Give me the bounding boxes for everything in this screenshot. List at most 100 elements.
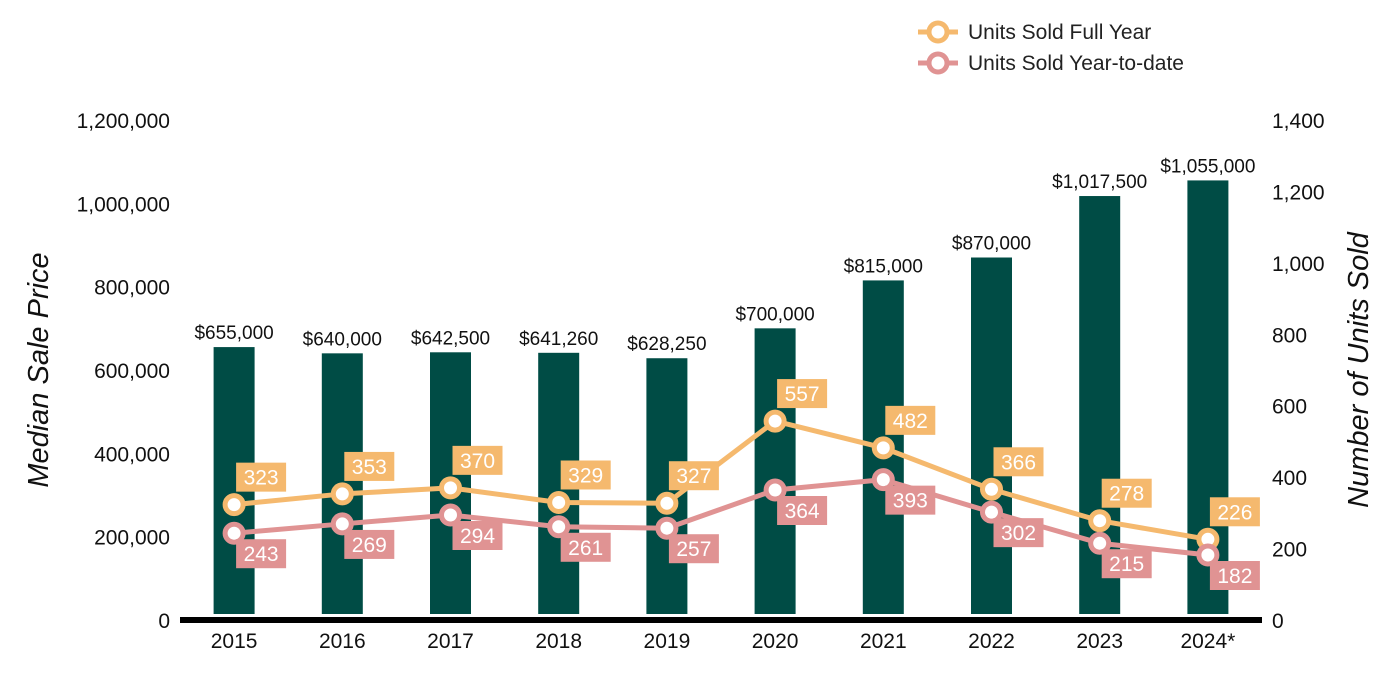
point-value-label: 366 — [1001, 451, 1036, 474]
right-axis: 0 200 400 600 800 1,000 1,200 1,400 — [1272, 110, 1325, 633]
left-tick-label: 400,000 — [94, 443, 170, 466]
x-tick-label: 2018 — [535, 630, 582, 653]
series-point — [330, 512, 354, 536]
bar-value-label: $870,000 — [952, 234, 1031, 255]
point-label-box — [1101, 549, 1152, 579]
series-point — [655, 516, 679, 540]
point-label-box — [1209, 561, 1260, 590]
point-label-box — [993, 518, 1044, 548]
point-value-label: 261 — [568, 537, 603, 560]
point-value-label: 294 — [460, 525, 495, 548]
x-tick-label: 2023 — [1076, 630, 1123, 653]
bar — [971, 257, 1012, 614]
bar-value-label: $640,000 — [303, 329, 382, 350]
point-value-label: 215 — [1109, 553, 1144, 576]
x-tick-label: 2024* — [1180, 630, 1235, 653]
series-point — [439, 503, 462, 527]
point-label-box — [236, 462, 287, 492]
x-tick-label: 2022 — [968, 630, 1015, 653]
bar-value-label: $628,250 — [627, 334, 706, 355]
right-tick-label: 0 — [1272, 610, 1284, 633]
point-label-box — [1101, 478, 1152, 508]
point-label-box — [668, 461, 719, 491]
x-tick-label: 2019 — [644, 630, 691, 653]
point-value-label: 269 — [352, 534, 387, 557]
point-value-label: 257 — [676, 538, 711, 561]
bar-value-label: $1,017,500 — [1052, 172, 1147, 193]
right-tick-label: 1,000 — [1272, 253, 1325, 276]
point-label-box — [668, 534, 719, 564]
series-point — [871, 468, 895, 492]
left-tick-label: 800,000 — [94, 277, 170, 300]
legend-swatch-marker — [926, 20, 950, 44]
series-point — [330, 482, 354, 506]
point-value-label: 364 — [785, 500, 820, 523]
series-point — [980, 500, 1003, 524]
series-point — [763, 478, 787, 502]
series-point — [763, 409, 787, 433]
point-value-label: 370 — [460, 450, 495, 473]
point-label-box — [777, 496, 828, 525]
bar — [754, 328, 796, 614]
series-point — [1088, 531, 1112, 555]
right-tick-label: 600 — [1272, 396, 1307, 419]
series-point — [980, 477, 1003, 501]
series-line — [233, 418, 1209, 542]
bar-value-label: $642,500 — [411, 328, 490, 349]
series-point — [222, 493, 246, 517]
point-label-box — [1209, 497, 1260, 527]
point-value-label: 557 — [785, 383, 820, 406]
point-label-box — [777, 379, 828, 409]
point-label-box — [560, 460, 611, 490]
point-value-label: 329 — [568, 465, 603, 488]
left-tick-label: 0 — [158, 610, 170, 633]
point-value-label: 393 — [893, 490, 928, 513]
point-label-box — [885, 405, 936, 435]
point-value-label: 353 — [352, 456, 387, 479]
point-label-box — [885, 485, 936, 515]
point-label-box — [452, 445, 503, 475]
x-tick-label: 2020 — [752, 630, 799, 653]
series-point — [655, 491, 679, 515]
point-label-box — [993, 447, 1044, 477]
bar-value-label: $815,000 — [844, 256, 923, 277]
point-value-label: 182 — [1217, 565, 1252, 588]
x-tick-label: 2017 — [427, 630, 474, 653]
left-tick-label: 200,000 — [94, 527, 170, 550]
right-tick-label: 200 — [1272, 539, 1307, 562]
left-tick-label: 600,000 — [94, 360, 170, 383]
right-tick-label: 1,400 — [1272, 110, 1325, 133]
series-point — [1196, 543, 1220, 567]
point-label-box — [560, 532, 611, 562]
right-tick-label: 1,200 — [1272, 181, 1325, 204]
x-tick-label: 2021 — [860, 630, 907, 653]
point-label-box — [452, 521, 503, 550]
left-tick-label: 1,200,000 — [77, 110, 170, 133]
point-label-box — [236, 539, 287, 569]
point-label-box — [344, 451, 395, 481]
series-point — [1088, 509, 1112, 533]
bars-layer: $655,000 $640,000 $642,500 $641,260 $628,250… — [194, 156, 1255, 614]
left-axis: 0 200,000 400,000 600,000 800,000 1,000,000 1,… — [77, 110, 170, 633]
x-tick-label: 2016 — [319, 630, 366, 653]
bar-value-label: $641,260 — [519, 329, 598, 350]
series-point — [222, 521, 246, 545]
point-value-label: 482 — [893, 410, 928, 433]
series-point — [871, 436, 895, 460]
legend: Units Sold Full Year Units Sold Year-to-… — [918, 20, 1184, 75]
legend-item-full-year: Units Sold Full Year — [918, 20, 1151, 44]
point-value-label: 278 — [1109, 483, 1144, 506]
series-line — [233, 477, 1209, 558]
point-label-box — [344, 529, 395, 559]
bar-value-label: $1,055,000 — [1160, 156, 1255, 177]
point-value-label: 243 — [244, 543, 279, 566]
right-tick-label: 400 — [1272, 467, 1307, 490]
point-labels-layer: 323 353 370 329 327 557 482 366 278 226 243 269 294 2… — [236, 379, 1260, 590]
series-point — [547, 491, 571, 514]
x-tick-label: 2015 — [211, 630, 258, 653]
right-axis-title: Number of Units Sold — [1343, 231, 1375, 507]
point-value-label: 226 — [1217, 501, 1252, 524]
point-value-label: 323 — [244, 467, 279, 490]
bar-value-label: $700,000 — [735, 304, 814, 325]
bar-value-label: $655,000 — [194, 323, 273, 344]
